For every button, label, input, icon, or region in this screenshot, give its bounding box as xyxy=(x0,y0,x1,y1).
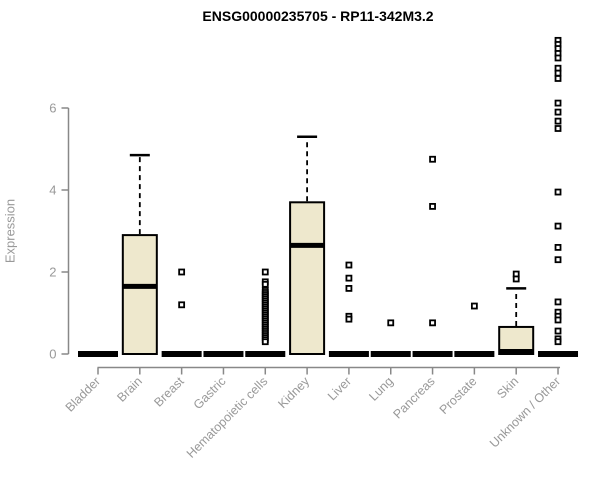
outlier-point xyxy=(554,125,562,132)
outlier-point xyxy=(554,75,562,82)
outlier-point xyxy=(178,268,186,276)
box-iqr xyxy=(121,234,158,356)
outlier-point xyxy=(512,275,520,283)
y-tick-label: 2 xyxy=(49,265,56,280)
x-tick-label: Unknown / Other xyxy=(487,374,563,450)
outlier-point xyxy=(554,338,562,346)
x-tick-label: Prostate xyxy=(437,374,480,417)
collapsed-box xyxy=(454,351,495,357)
outlier-point xyxy=(554,243,562,251)
x-tick-label: Pancreas xyxy=(390,374,437,421)
y-tick-label: 4 xyxy=(49,183,56,198)
x-tick-label: Liver xyxy=(325,374,354,403)
outlier-point xyxy=(345,284,353,292)
outlier-point xyxy=(554,327,562,335)
collapsed-box xyxy=(78,351,118,357)
collapsed-box xyxy=(370,351,411,357)
outlier-point xyxy=(554,69,562,77)
x-tick-label: Skin xyxy=(494,374,521,401)
outlier-point xyxy=(178,301,186,309)
outlier-point xyxy=(554,188,562,196)
y-tick-label: 0 xyxy=(49,347,56,362)
outlier-point xyxy=(261,338,269,346)
outlier-point xyxy=(470,302,478,310)
outlier-point xyxy=(554,54,562,62)
box-iqr xyxy=(289,201,326,355)
outlier-point xyxy=(554,222,562,230)
outlier-point xyxy=(261,280,269,288)
y-tick-label: 6 xyxy=(49,101,56,116)
x-tick-label: Hematopoietic cells xyxy=(184,374,271,461)
outlier-point xyxy=(554,108,562,116)
collapsed-box xyxy=(412,351,453,357)
outlier-point xyxy=(429,202,436,210)
collapsed-box xyxy=(538,351,579,357)
outlier-point xyxy=(554,99,562,107)
x-tick-label: Lung xyxy=(366,374,396,404)
collapsed-box xyxy=(328,351,369,357)
outlier-point xyxy=(554,117,562,125)
collapsed-box xyxy=(245,351,286,357)
outlier-point xyxy=(387,319,395,327)
outlier-point xyxy=(554,316,562,324)
x-tick-label: Brain xyxy=(114,374,145,405)
x-tick-label: Kidney xyxy=(275,374,312,411)
outlier-point xyxy=(261,268,269,276)
outlier-point xyxy=(345,274,353,282)
chart-title: ENSG00000235705 - RP11-342M3.2 xyxy=(202,8,434,24)
x-tick-label: Gastric xyxy=(191,374,229,412)
outlier-point xyxy=(345,261,353,269)
collapsed-box xyxy=(161,351,202,357)
outlier-point xyxy=(345,315,353,323)
x-tick-label: Bladder xyxy=(63,374,103,414)
outlier-point xyxy=(429,319,436,327)
x-tick-label: Breast xyxy=(151,374,187,410)
collapsed-box xyxy=(203,351,244,357)
outlier-point xyxy=(554,298,562,306)
outlier-point xyxy=(429,155,436,163)
outlier-point xyxy=(554,256,562,264)
